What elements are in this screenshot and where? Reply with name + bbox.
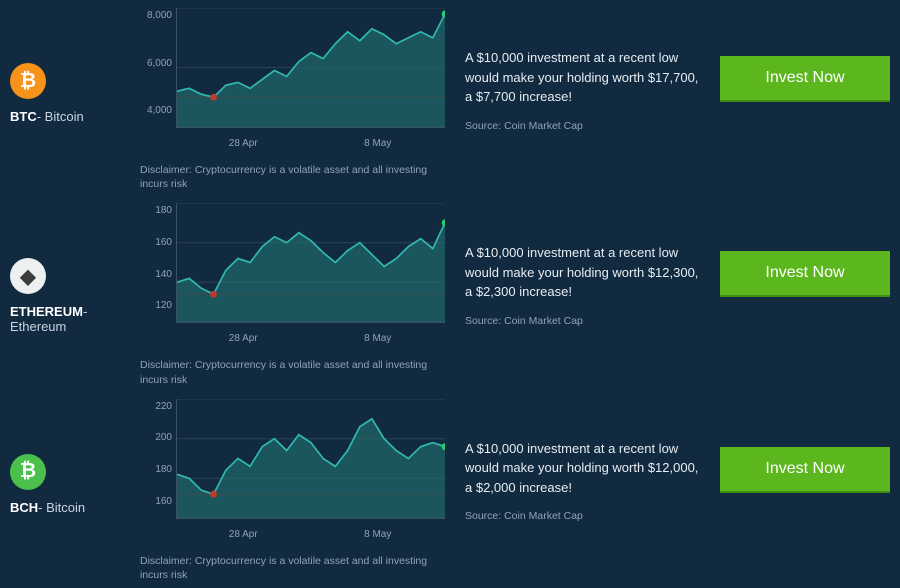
pitch-text: A $10,000 investment at a recent low wou… — [465, 439, 700, 498]
coin-row: ◆ ETHEREUM- Ethereum 180 160 140 120 28 Apr8 M… — [10, 195, 890, 390]
coin-name: Bitcoin — [46, 500, 85, 515]
info-column: A $10,000 investment at a recent low wou… — [465, 399, 700, 525]
coin-name: Ethereum — [10, 319, 66, 334]
source-text: Source: Coin Market Cap — [465, 107, 700, 135]
coin-symbol: BCH — [10, 500, 38, 515]
invest-button[interactable]: Invest Now — [720, 251, 890, 295]
disclaimer-text: Disclaimer: Cryptocurrency is a volatile… — [140, 548, 445, 582]
chart-column: 180 160 140 120 28 Apr8 May Disclaimer: Crypt… — [140, 203, 445, 386]
coin-label: ETHEREUM- Ethereum — [10, 304, 120, 334]
coin-column: ₿ BTC- Bitcoin — [10, 8, 120, 124]
coin-label: BCH- Bitcoin — [10, 500, 85, 515]
coin-icon: ₿ — [10, 63, 46, 99]
x-tick-label: 28 Apr — [176, 333, 311, 344]
y-tick-label: 180 — [155, 205, 172, 216]
source-text: Source: Coin Market Cap — [465, 497, 700, 525]
coin-row: ₿ BTC- Bitcoin 8,000 6,000 4,000 28 Apr8 May D… — [10, 0, 890, 195]
y-tick-label: 140 — [155, 269, 172, 280]
button-column: Invest Now — [720, 399, 890, 491]
chart-column: 220 200 180 160 28 Apr8 May Disclaimer: Crypt… — [140, 399, 445, 582]
y-tick-label: 120 — [155, 300, 172, 311]
button-column: Invest Now — [720, 203, 890, 295]
y-tick-label: 160 — [155, 237, 172, 248]
plot-area — [176, 8, 445, 128]
y-tick-label: 220 — [155, 401, 172, 412]
x-axis: 28 Apr8 May — [140, 136, 445, 149]
coin-column: ◆ ETHEREUM- Ethereum — [10, 203, 120, 334]
invest-button[interactable]: Invest Now — [720, 56, 890, 100]
y-tick-label: 180 — [155, 464, 172, 475]
y-tick-label: 160 — [155, 496, 172, 507]
coin-symbol: BTC — [10, 109, 37, 124]
disclaimer-text: Disclaimer: Cryptocurrency is a volatile… — [140, 352, 445, 386]
y-axis: 180 160 140 120 — [140, 203, 176, 323]
x-tick-label: 8 May — [311, 529, 446, 540]
price-chart: 220 200 180 160 — [140, 399, 445, 519]
price-chart: 180 160 140 120 — [140, 203, 445, 323]
coin-column: ₿ BCH- Bitcoin — [10, 399, 120, 515]
info-column: A $10,000 investment at a recent low wou… — [465, 203, 700, 329]
y-tick-label: 6,000 — [147, 58, 172, 69]
plot-area — [176, 399, 445, 519]
x-tick-label: 28 Apr — [176, 529, 311, 540]
y-tick-label: 200 — [155, 432, 172, 443]
coin-label: BTC- Bitcoin — [10, 109, 84, 124]
info-column: A $10,000 investment at a recent low wou… — [465, 8, 700, 134]
button-column: Invest Now — [720, 8, 890, 100]
coin-icon: ◆ — [10, 258, 46, 294]
pitch-text: A $10,000 investment at a recent low wou… — [465, 48, 700, 107]
chart-column: 8,000 6,000 4,000 28 Apr8 May Disclaimer: Cr… — [140, 8, 445, 191]
pitch-text: A $10,000 investment at a recent low wou… — [465, 243, 700, 302]
coin-name: Bitcoin — [45, 109, 84, 124]
coin-icon: ₿ — [10, 454, 46, 490]
x-tick-label: 28 Apr — [176, 138, 311, 149]
coin-row: ₿ BCH- Bitcoin 220 200 180 160 28 Apr8 May Disc… — [10, 391, 890, 586]
x-axis: 28 Apr8 May — [140, 527, 445, 540]
y-tick-label: 8,000 — [147, 10, 172, 21]
x-axis: 28 Apr8 May — [140, 331, 445, 344]
coin-symbol: ETHEREUM — [10, 304, 83, 319]
disclaimer-text: Disclaimer: Cryptocurrency is a volatile… — [140, 157, 445, 191]
y-axis: 220 200 180 160 — [140, 399, 176, 519]
y-axis: 8,000 6,000 4,000 — [140, 8, 176, 128]
x-tick-label: 8 May — [311, 333, 446, 344]
y-tick-label: 4,000 — [147, 105, 172, 116]
price-chart: 8,000 6,000 4,000 — [140, 8, 445, 128]
x-tick-label: 8 May — [311, 138, 446, 149]
plot-area — [176, 203, 445, 323]
invest-button[interactable]: Invest Now — [720, 447, 890, 491]
source-text: Source: Coin Market Cap — [465, 302, 700, 330]
